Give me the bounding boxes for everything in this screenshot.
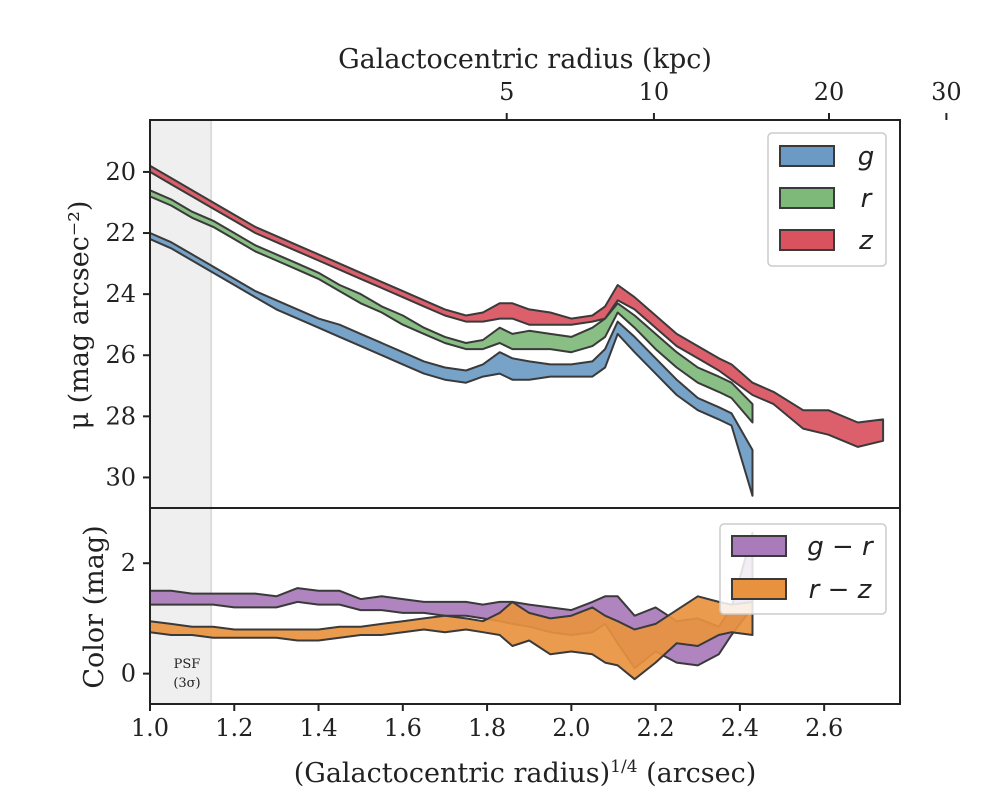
y-tick-label: 2: [121, 549, 136, 577]
psf-annotation: PSF: [174, 657, 201, 672]
top-x-tick-label: 5: [499, 78, 514, 106]
legend-swatch: [779, 145, 835, 167]
y-tick-label: 26: [105, 341, 136, 369]
band-rz: [149, 595, 754, 681]
legend-label: g: [858, 142, 875, 172]
top-axis-title: Galactocentric radius (kpc): [338, 44, 712, 75]
y-tick-label: 28: [105, 402, 136, 430]
color-panel: 0 2 1.0 1.2 1.4 1.6 1.8 2.0 2.2 2.4 2.6 Color (mag)…: [79, 507, 901, 742]
legend-label: r − z: [809, 575, 873, 605]
legend-label: z: [858, 226, 874, 256]
legend-swatch: [731, 578, 787, 600]
bottom-panel-frame: [149, 507, 901, 705]
top-x-tick-label: 10: [639, 78, 670, 106]
psf-region-bottom: [150, 508, 212, 704]
x-tick-label: 1.6: [384, 714, 422, 742]
y-tick-label: 30: [105, 463, 136, 491]
x-tick-label: 2.0: [552, 714, 590, 742]
top-x-tick-label: 20: [814, 78, 845, 106]
x-tick-label: 2.4: [721, 714, 759, 742]
surface-brightness-panel: 20222426283051020305075100150200μ (mag a…: [64, 78, 962, 509]
legend-label: r: [861, 184, 874, 214]
top-x-tick-label: 30: [931, 78, 962, 106]
x-tick-label: 1.0: [131, 714, 169, 742]
y-tick-label: 20: [105, 158, 136, 186]
band-g: [149, 232, 754, 497]
x-tick-label: 1.8: [468, 714, 506, 742]
legend-swatch: [731, 535, 787, 557]
bottom-y-axis-title: Color (mag): [79, 525, 110, 688]
band-r: [149, 189, 754, 424]
legend-swatch: [779, 187, 835, 209]
x-tick-label: 1.4: [299, 714, 337, 742]
psf-annotation: (3σ): [173, 676, 200, 691]
band-z: [149, 164, 885, 448]
x-tick-label: 2.6: [805, 714, 843, 742]
bottom-x-axis-title: (Galactocentric radius)1/4 (arcsec): [294, 757, 757, 789]
y-tick-label: 0: [121, 660, 136, 688]
x-tick-label: 2.2: [637, 714, 675, 742]
legend-swatch: [779, 229, 835, 251]
y-tick-label: 22: [105, 219, 136, 247]
y-tick-label: 24: [105, 280, 136, 308]
x-tick-label: 1.2: [215, 714, 253, 742]
top-y-axis-title: μ (mag arcsec⁻²): [64, 201, 95, 430]
legend-label: g − r: [807, 532, 875, 562]
